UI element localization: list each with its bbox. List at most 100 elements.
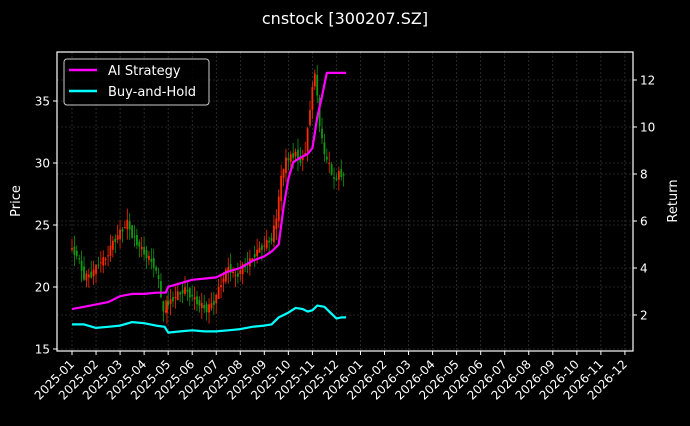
y-tick-label: 15: [35, 343, 50, 357]
candle-body: [90, 271, 93, 278]
y2-tick-label: 6: [640, 215, 648, 229]
return-lines: [71, 71, 347, 334]
candle-body: [174, 297, 177, 299]
y2-tick-label: 12: [640, 74, 655, 88]
candle-body: [289, 154, 292, 162]
y-axis-label-return: Return: [666, 179, 681, 222]
candle-body: [285, 157, 287, 173]
candle-body: [234, 275, 237, 277]
candle-body: [309, 110, 311, 126]
ai-strategy-line: [71, 71, 347, 311]
candle-body: [287, 158, 290, 161]
candle-body: [78, 258, 81, 260]
y2-tick-label: 8: [640, 168, 648, 182]
candle-body: [181, 289, 184, 294]
candle-body: [191, 295, 194, 297]
candle-body: [133, 236, 136, 238]
candle-body: [325, 156, 328, 160]
candle-body: [280, 175, 283, 201]
candle-body: [212, 300, 215, 305]
candle-body: [169, 299, 172, 305]
candle-body: [128, 221, 131, 230]
candle-body: [227, 267, 230, 273]
candle-body: [102, 257, 105, 266]
candle-body: [87, 274, 90, 278]
candle-body: [114, 238, 117, 243]
candle-body: [321, 128, 323, 139]
candle-body: [275, 218, 278, 230]
candle-body: [342, 174, 345, 176]
candle-body: [121, 229, 124, 232]
candle-body: [184, 287, 186, 294]
candle-body: [210, 303, 213, 309]
candle-body: [273, 225, 275, 243]
candle-body: [251, 258, 254, 261]
candle-body: [335, 178, 338, 180]
candle-body: [145, 250, 148, 259]
candle-body: [111, 240, 114, 250]
candle-body: [162, 301, 165, 312]
y-axis-return: 2 4 6 8 10 12: [633, 74, 655, 323]
candle-body: [148, 255, 150, 260]
candle-body: [294, 152, 297, 157]
candle-body: [107, 255, 109, 257]
candle-body: [318, 97, 321, 127]
candle-body: [232, 271, 234, 273]
candle-body: [241, 264, 244, 275]
candle-body: [119, 229, 121, 240]
candle-body: [265, 240, 268, 249]
candle-body: [136, 235, 138, 246]
candle-body: [263, 245, 266, 247]
candle-body: [75, 250, 78, 256]
candle-body: [323, 142, 326, 155]
candle-body: [167, 300, 170, 306]
candle-body: [188, 288, 191, 298]
candle-body: [85, 273, 88, 281]
candle-body: [236, 273, 239, 277]
candle-body: [126, 219, 129, 230]
y-tick-label: 30: [35, 157, 50, 171]
candle-body: [205, 304, 208, 313]
candle-body: [143, 247, 146, 255]
candle-body: [83, 266, 85, 280]
candle-body: [172, 297, 174, 302]
candle-body: [337, 171, 340, 180]
candle-body: [203, 305, 206, 309]
y-axis-label-price: Price: [9, 185, 24, 217]
legend: AI Strategy Buy-and-Hold: [63, 58, 210, 106]
candle-body: [277, 196, 280, 222]
candle-body: [157, 275, 160, 279]
candle-body: [261, 245, 263, 250]
legend-label-ai-strategy: AI Strategy: [108, 64, 181, 79]
candle-body: [229, 264, 232, 273]
candle-body: [304, 153, 307, 155]
candle-body: [224, 269, 227, 282]
plot-frame: [56, 51, 634, 352]
candle-body: [80, 260, 83, 271]
candle-body: [176, 291, 179, 301]
candle-body: [316, 74, 319, 96]
candle-body: [222, 278, 225, 283]
y-tick-label: 35: [35, 95, 50, 109]
candle-body: [131, 225, 133, 238]
candle-body: [220, 285, 222, 288]
candle-body: [95, 264, 97, 274]
candle-body: [186, 289, 189, 292]
candle-body: [92, 269, 95, 277]
candle-body: [160, 281, 162, 298]
y-axis-price: 15 20 25 30 35: [35, 95, 57, 357]
candle-body: [166, 301, 168, 313]
candle-body: [268, 240, 271, 243]
candle-body: [215, 294, 218, 304]
candle-body: [109, 245, 112, 256]
candle-body: [104, 258, 107, 260]
legend-label-buy-and-hold: Buy-and-Hold: [108, 85, 196, 100]
candle-body: [116, 235, 119, 240]
candle-body: [71, 247, 73, 250]
candle-body: [97, 264, 100, 266]
candle-body: [200, 303, 203, 309]
candle-body: [282, 169, 285, 178]
candle-body: [258, 247, 261, 253]
